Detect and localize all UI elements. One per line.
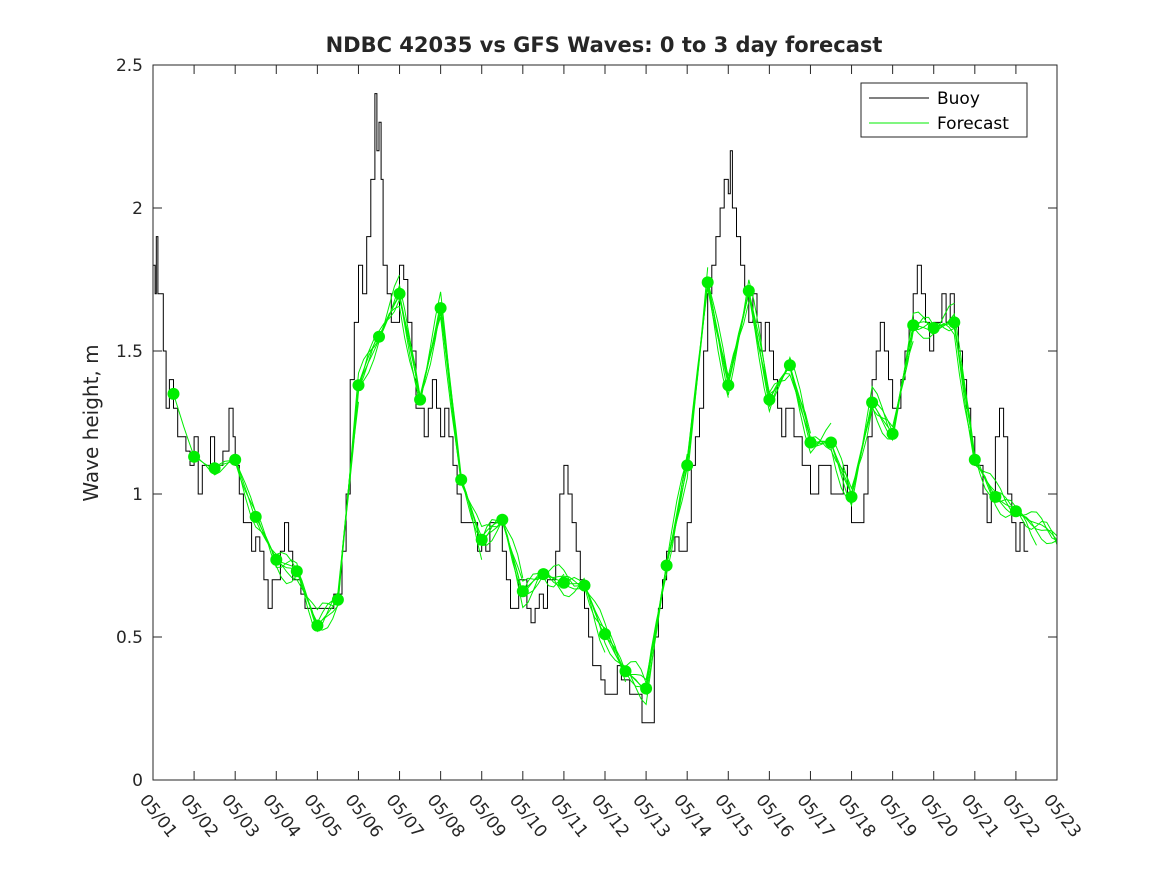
forecast-point: [1009, 505, 1022, 518]
legend-box: [860, 82, 1028, 138]
forecast-point: [496, 513, 509, 526]
forecast-point: [290, 565, 303, 578]
forecast-point: [989, 490, 1002, 503]
forecast-point: [907, 319, 920, 332]
forecast-point: [927, 322, 940, 335]
forecast-point: [681, 459, 694, 472]
forecast-point: [516, 585, 529, 598]
forecast-point: [537, 568, 550, 581]
forecast-point: [845, 490, 858, 503]
forecast-run-line: [1015, 510, 1058, 541]
forecast-point: [742, 284, 755, 297]
chart-title: NDBC 42035 vs GFS Waves: 0 to 3 day fore…: [326, 33, 883, 57]
forecast-point: [270, 553, 283, 566]
forecast-point: [188, 450, 201, 463]
forecast-point: [763, 393, 776, 406]
y-tick-label: 1: [132, 485, 143, 505]
forecast-point: [640, 682, 653, 695]
forecast-point: [825, 436, 837, 449]
y-tick-label: 0.5: [116, 628, 143, 648]
legend-buoy-label: Buoy: [937, 89, 980, 109]
forecast-series: [167, 267, 1058, 706]
forecast-point: [599, 628, 611, 641]
forecast-point: [886, 427, 899, 440]
forecast-point: [475, 533, 488, 546]
forecast-point: [804, 436, 817, 449]
forecast-point: [208, 462, 221, 475]
y-axis-ticks: 0 0.5 1 1.5 2 2.5: [116, 56, 1057, 791]
forecast-point: [167, 387, 180, 400]
forecast-point: [578, 579, 591, 592]
forecast-point: [311, 619, 324, 632]
forecast-point: [331, 593, 344, 606]
legend-forecast-label: Forecast: [937, 114, 1009, 134]
y-tick-label: 1.5: [116, 342, 143, 362]
forecast-point: [229, 453, 242, 466]
y-tick-label: 0: [132, 771, 143, 791]
forecast-point: [455, 473, 468, 486]
forecast-point: [249, 510, 262, 523]
forecast-point: [722, 379, 735, 392]
forecast-run-line: [953, 322, 1058, 542]
y-axis-label: Wave height, m: [79, 344, 103, 501]
legend: Buoy Forecast: [860, 82, 1028, 138]
forecast-point: [393, 287, 406, 300]
forecast-point: [373, 330, 385, 343]
forecast-point: [948, 316, 961, 329]
forecast-point: [783, 359, 796, 372]
y-tick-label: 2.5: [116, 56, 143, 76]
forecast-point: [557, 576, 570, 589]
forecast-point: [660, 559, 673, 572]
forecast-point: [968, 453, 981, 466]
forecast-point: [866, 396, 879, 409]
forecast-point: [414, 393, 427, 406]
forecast-point: [619, 665, 632, 678]
forecast-point: [434, 302, 447, 315]
forecast-point: [701, 276, 714, 289]
forecast-point: [352, 379, 365, 392]
y-tick-label: 2: [132, 199, 143, 219]
